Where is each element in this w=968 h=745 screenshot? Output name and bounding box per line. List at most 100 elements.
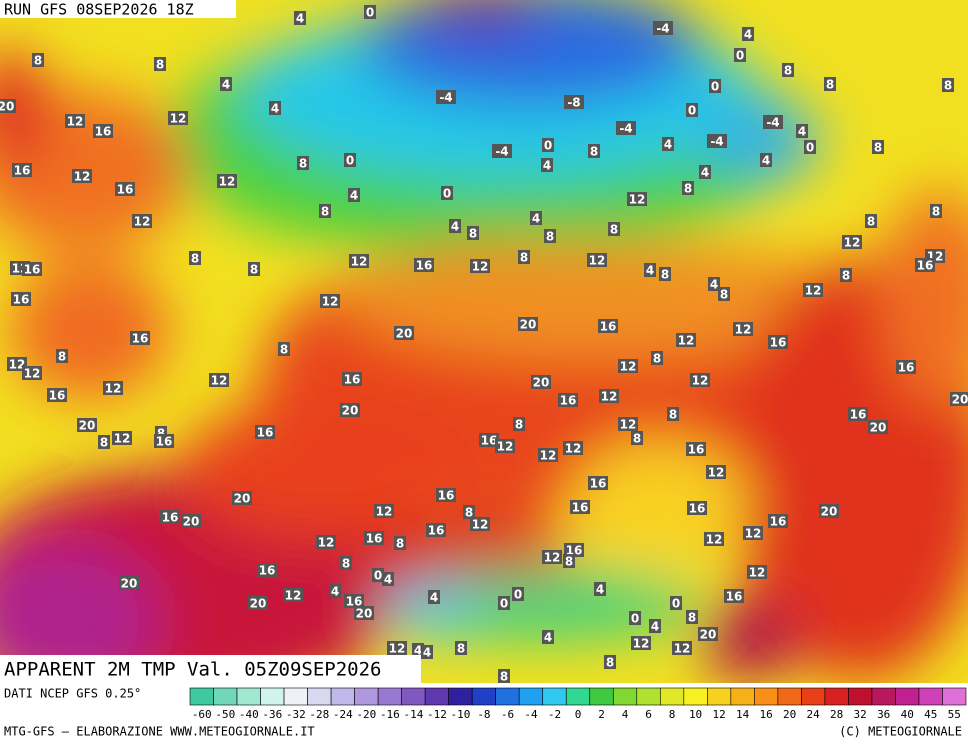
label-box: [217, 174, 237, 188]
label-box: [915, 258, 935, 272]
colorbar-cell: [612, 687, 638, 706]
label-box: [709, 79, 721, 93]
label-box: [455, 641, 467, 655]
map-field: [0, 0, 968, 683]
contour-label: 12: [114, 432, 131, 446]
label-box: [667, 407, 679, 421]
header-box: [0, 0, 236, 18]
colorbar-cell: [871, 687, 896, 706]
contour-label: 16: [590, 477, 607, 491]
label-box: [930, 204, 942, 218]
label-box: [653, 21, 673, 35]
contour-label: 8: [321, 205, 329, 219]
contour-label: 0: [544, 139, 552, 153]
label-box: [181, 514, 201, 528]
contour-label: 4: [350, 189, 358, 203]
label-box: [498, 669, 510, 683]
label-box: [682, 181, 694, 195]
contour-label: 12: [285, 589, 302, 603]
contour-label: 16: [560, 394, 577, 408]
colorbar-cell: [213, 687, 238, 706]
contour-label: 8: [944, 79, 952, 93]
label-box: [840, 268, 852, 282]
colorbar-cell: [354, 687, 379, 706]
label-box: [604, 655, 616, 669]
contour-label: -4: [710, 135, 723, 149]
label-box: [426, 523, 446, 537]
label-box: [498, 596, 510, 610]
label-box: [662, 137, 674, 151]
contour-label: 16: [132, 332, 149, 346]
label-box: [316, 535, 336, 549]
colorbar-tick-label: -28: [309, 708, 329, 721]
contour-label: 12: [170, 112, 187, 126]
colorbar-cell: [518, 687, 544, 706]
contour-label: 12: [706, 533, 723, 547]
contour-label: 12: [322, 295, 339, 309]
label-box: [706, 465, 726, 479]
label-box: [544, 229, 556, 243]
contour-label: 16: [428, 524, 445, 538]
contour-label: 16: [162, 511, 179, 525]
label-box: [690, 373, 710, 387]
contour-label: 20: [250, 597, 267, 611]
label-box: [819, 504, 839, 518]
contour-label: 8: [515, 418, 523, 432]
contour-label: 8: [520, 251, 528, 265]
label-box: [670, 596, 682, 610]
label-box: [763, 115, 783, 129]
colorbar-cell: [848, 687, 873, 706]
contour-label: 20: [356, 607, 373, 621]
contour-label: 8: [606, 656, 614, 670]
label-box: [344, 153, 356, 167]
contour-label: 12: [844, 236, 861, 250]
label-box: [588, 144, 600, 158]
label-box: [512, 587, 524, 601]
contour-label: 8: [826, 78, 834, 92]
label-box: [98, 435, 110, 449]
label-box: [348, 188, 360, 202]
contour-label: 12: [805, 284, 822, 298]
label-box: [421, 645, 433, 659]
label-box: [414, 258, 434, 272]
label-box: [32, 53, 44, 67]
contour-label: 12: [67, 115, 84, 129]
contour-label: 8: [100, 436, 108, 450]
label-box: [441, 186, 453, 200]
label-box: [248, 262, 260, 276]
colorbar-tick-label: -8: [477, 708, 490, 721]
label-box: [672, 641, 692, 655]
label-box: [824, 77, 836, 91]
label-box: [599, 389, 619, 403]
contour-label: 16: [14, 164, 31, 178]
label-box: [154, 434, 174, 448]
label-box: [687, 501, 707, 515]
contour-label: 20: [700, 628, 717, 642]
label-box: [168, 111, 188, 125]
contour-label: -8: [567, 96, 580, 110]
contour-label: 16: [259, 564, 276, 578]
contour-label: 4: [271, 102, 279, 116]
contour-label: 4: [451, 220, 459, 234]
label-box: [742, 27, 754, 41]
colorbar-tick-label: 6: [645, 708, 652, 721]
contour-label: 12: [735, 323, 752, 337]
contour-label: -4: [619, 122, 632, 136]
colorbar-tick-label: 32: [854, 708, 867, 721]
contour-label: 16: [850, 408, 867, 422]
label-box: [631, 431, 643, 445]
contour-label: -4: [656, 22, 669, 36]
colorbar-tick-label: 14: [736, 708, 750, 721]
colorbar-tick-label: -50: [215, 708, 235, 721]
contour-label: 16: [346, 595, 363, 609]
label-box: [768, 335, 788, 349]
contour-label: 8: [784, 64, 792, 78]
colorbar-cell: [565, 687, 591, 706]
contour-label: 20: [121, 577, 138, 591]
title-box: [0, 655, 421, 683]
colorbar-cell: [942, 687, 967, 706]
label-box: [718, 287, 730, 301]
contour-label: 0: [688, 104, 696, 118]
contour-label: 8: [565, 555, 573, 569]
label-box: [467, 226, 479, 240]
